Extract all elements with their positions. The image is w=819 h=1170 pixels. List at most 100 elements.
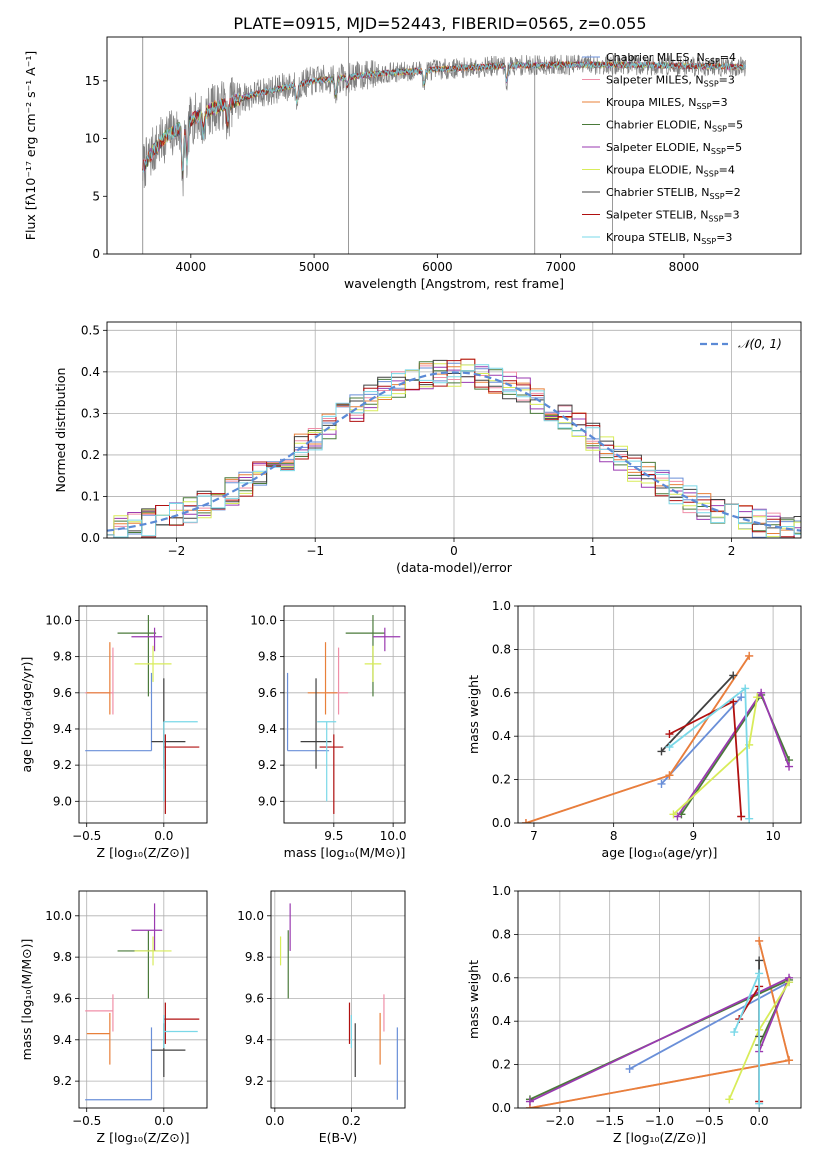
- weight-marker-kroupa_miles: [745, 651, 754, 660]
- y-tick-label: 9.8: [245, 950, 264, 964]
- errorbar-kroupa_stelib: [163, 721, 198, 802]
- weight-marker-chabrier_miles: [625, 1064, 634, 1073]
- legend-sub: SSP: [710, 192, 725, 201]
- weight-marker-kroupa_elodie: [725, 1095, 734, 1104]
- errorbar-salpeter_elodie: [372, 627, 401, 652]
- axes-frame: [517, 890, 802, 1109]
- y-tick-label: 0.6: [492, 686, 511, 700]
- x-tick-label: −1.0: [645, 1114, 674, 1128]
- plot-area: [286, 615, 401, 814]
- weight-marker-kroupa_elodie: [785, 978, 794, 987]
- legend-post: =3: [719, 74, 735, 87]
- y-tick-label: 9.4: [53, 722, 72, 736]
- y-tick-label: 9.4: [245, 1033, 264, 1047]
- weight-marker-chabrier_stelib: [729, 671, 738, 680]
- y-axis-label: mass [log₁₀(M/M⊙)]: [19, 939, 34, 1061]
- weight-marker-salpeter_elodie: [525, 1097, 534, 1106]
- weight-marker-kroupa_elodie: [669, 810, 678, 819]
- y-tick-label: 9.8: [53, 650, 72, 664]
- legend-label: Chabrier STELIB, N: [606, 186, 710, 199]
- x-tick-label: 10: [765, 829, 780, 843]
- weight-marker-chabrier_miles: [657, 779, 666, 788]
- y-tick-label: 9.6: [258, 686, 277, 700]
- y-tick-label: 9.6: [53, 991, 72, 1005]
- y-tick-label: 0: [92, 247, 100, 261]
- x-tick-label: −1: [306, 544, 324, 558]
- legend-post: =5: [726, 141, 742, 154]
- y-tick-label: 9.2: [258, 758, 277, 772]
- errorbar-chabrier_miles: [85, 672, 153, 752]
- weight-marker-kroupa_miles: [785, 1056, 794, 1065]
- weight-line-salpeter_miles: [525, 655, 750, 823]
- y-tick-label: 9.6: [53, 686, 72, 700]
- y-tick-label: 9.2: [245, 1074, 264, 1088]
- y-tick-label: 0.4: [492, 729, 511, 743]
- axes-frame: [283, 605, 406, 824]
- y-tick-label: 9.0: [53, 794, 72, 808]
- legend-sub: SSP: [704, 80, 719, 89]
- y-tick-label: 9.6: [245, 991, 264, 1005]
- x-tick-label: −2: [168, 544, 186, 558]
- residual-histogram-kroupa_stelib: [107, 364, 801, 538]
- errorbar-kroupa_miles: [307, 642, 338, 715]
- errorbar-kroupa_elodie: [364, 645, 382, 682]
- axes-frame: [270, 890, 406, 1109]
- legend-sub: SSP: [708, 215, 723, 224]
- x-tick-label: −0.5: [72, 1114, 101, 1128]
- axes-frame: [517, 605, 802, 824]
- legend-sub: SSP: [712, 125, 727, 134]
- errorbar-salpeter_stelib: [319, 734, 344, 814]
- x-tick-label: −2.0: [545, 1114, 574, 1128]
- weight-line-chabrier_miles: [629, 981, 790, 1070]
- y-tick-label: 0.0: [492, 816, 511, 830]
- weight-vs-metallicity-panel: −2.0 −1.5 −1.0 −0.5 0.0 0.0 0.2 0.4 0.6 0.8 1.0 Z […: [466, 884, 802, 1145]
- legend-entry: Salpeter STELIB, NSSP=3: [606, 209, 740, 224]
- legend-entry: Salpeter ELODIE, NSSP=5: [606, 141, 742, 156]
- weight-marker-kroupa_stelib: [755, 1099, 764, 1108]
- x-tick-label: 2: [728, 544, 736, 558]
- y-tick-label: 10.0: [237, 909, 264, 923]
- x-tick-label: 0.0: [154, 1114, 173, 1128]
- x-tick-label: 8: [610, 829, 618, 843]
- y-tick-label: 1.0: [492, 599, 511, 613]
- normal-curve: [107, 371, 801, 532]
- legend-entry: 𝒩(0, 1): [738, 337, 782, 351]
- y-tick-label: 0.0: [81, 531, 100, 545]
- legend-label: Chabrier MILES, N: [606, 51, 705, 64]
- plot-area: [279, 903, 398, 1100]
- legend-post: =4: [719, 164, 735, 177]
- legend-entry: Kroupa ELODIE, NSSP=4: [606, 164, 735, 179]
- y-tick-label: 10.0: [45, 909, 72, 923]
- x-axis-label: Z [log₁₀(Z/Z⊙)]: [613, 1130, 706, 1145]
- x-tick-label: 9.5: [324, 829, 343, 843]
- weight-marker-kroupa_miles: [665, 771, 674, 780]
- errorbar-salpeter_stelib: [163, 734, 200, 814]
- y-tick-label: 5: [92, 189, 100, 203]
- errorbar-kroupa_elodie: [134, 936, 172, 966]
- y-axis-label: mass weight: [466, 960, 481, 1039]
- legend-post: =5: [727, 119, 743, 132]
- x-tick-label: 6000: [422, 260, 453, 274]
- legend-entry: Salpeter MILES, NSSP=3: [606, 74, 735, 89]
- y-tick-label: 0.8: [492, 642, 511, 656]
- legend-entry: Chabrier STELIB, NSSP=2: [606, 186, 741, 201]
- plot-area: [85, 615, 200, 814]
- y-tick-label: 9.0: [258, 794, 277, 808]
- weight-line-kroupa_miles: [525, 655, 750, 823]
- age-vs-metallicity-panel: −0.5 0.0 9.0 9.2 9.4 9.6 9.8 10.0 Z [log₁₀(Z/Z⊙)…: [19, 605, 208, 860]
- x-tick-label: 7000: [545, 260, 576, 274]
- y-tick-label: 9.8: [53, 950, 72, 964]
- y-tick-label: 0.6: [492, 971, 511, 985]
- weight-marker-salpeter_stelib: [737, 812, 746, 821]
- y-tick-label: 9.2: [53, 1074, 72, 1088]
- weight-line-salpeter_stelib: [738, 983, 760, 1102]
- grid: [79, 606, 207, 823]
- errorbar-kroupa_miles: [86, 1012, 111, 1065]
- mass-vs-ebv-panel: 0.0 0.2 9.2 9.4 9.6 9.8 10.0 E(B-V): [237, 890, 406, 1145]
- weight-line-kroupa_elodie: [672, 696, 759, 815]
- errorbar-kroupa_stelib: [317, 721, 337, 802]
- y-tick-label: 0.1: [81, 489, 100, 503]
- errorbar-kroupa_stelib: [163, 1015, 198, 1049]
- legend-sub: SSP: [704, 170, 719, 179]
- y-tick-label: 9.4: [258, 722, 277, 736]
